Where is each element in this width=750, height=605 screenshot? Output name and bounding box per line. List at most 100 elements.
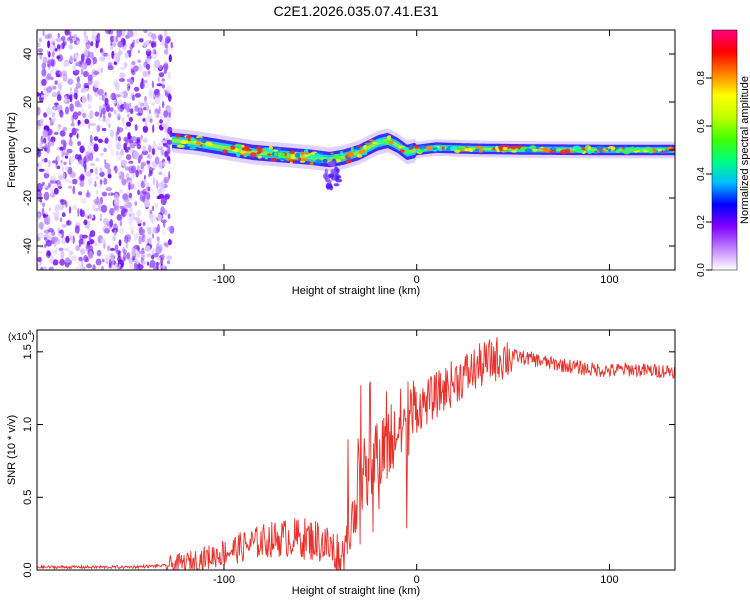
noise-dot: [139, 169, 143, 175]
noise-dot: [62, 143, 66, 151]
noise-dot: [119, 72, 126, 79]
noise-dot: [101, 118, 107, 123]
noise-dot: [145, 63, 151, 70]
noise-dot: [39, 51, 43, 60]
ridge-blob: [358, 149, 366, 154]
noise-dot: [93, 143, 99, 152]
noise-dot: [99, 56, 106, 62]
noise-dot: [83, 219, 88, 226]
noise-dot: [123, 142, 127, 151]
noise-dot: [82, 70, 89, 77]
noise-dot: [99, 213, 103, 219]
ridge-blob: [364, 142, 372, 145]
noise-dot: [76, 40, 81, 45]
noise-dot: [58, 247, 64, 251]
noise-dot: [164, 194, 170, 200]
dip-blob: [324, 168, 328, 175]
ridge-blob: [309, 161, 314, 166]
noise-dot: [142, 125, 149, 133]
noise-dot: [126, 146, 131, 151]
ridge-blob: [542, 147, 550, 153]
noise-dot: [64, 178, 69, 183]
noise-dot: [37, 232, 45, 239]
colorbar-label: Normalized spectral amplitude: [739, 76, 750, 224]
noise-dot: [100, 238, 107, 244]
noise-dot: [164, 151, 168, 158]
noise-dot: [68, 250, 72, 258]
noise-dot: [137, 264, 144, 270]
noise-dot: [143, 107, 148, 111]
noise-dot: [159, 112, 165, 119]
top-y-tick-label: 0: [22, 147, 34, 153]
bottom-y-tick-label: 1.0: [22, 417, 34, 432]
noise-dot: [123, 102, 130, 110]
noise-dot: [162, 64, 167, 69]
noise-dot: [151, 148, 156, 156]
noise-region: [37, 30, 175, 270]
noise-dot: [57, 83, 62, 90]
ridge-blob: [387, 135, 391, 140]
noise-dot: [108, 258, 112, 268]
noise-dot: [37, 143, 40, 147]
noise-dot: [118, 189, 124, 194]
noise-dot: [40, 118, 44, 127]
noise-dot: [49, 43, 55, 53]
noise-dot: [67, 185, 73, 189]
noise-dot: [76, 221, 81, 226]
ridge-blob: [549, 147, 557, 151]
noise-dot: [146, 114, 153, 122]
noise-dot: [51, 92, 58, 98]
noise-dot: [111, 258, 115, 268]
ridge-blob: [510, 145, 517, 150]
noise-dot: [154, 88, 161, 98]
noise-dot: [162, 229, 166, 235]
noise-dot: [42, 115, 45, 123]
noise-dot: [121, 30, 126, 37]
spectral-ridge: [171, 128, 675, 191]
ridge-blob: [300, 151, 304, 156]
noise-dot: [59, 146, 64, 151]
noise-dot: [70, 122, 75, 127]
ridge-blob: [585, 145, 589, 150]
noise-dot: [37, 263, 40, 269]
ridge-blob: [511, 150, 517, 153]
ridge-blob: [315, 159, 323, 165]
noise-dot: [51, 65, 55, 74]
noise-dot: [48, 182, 51, 188]
ridge-blob: [463, 147, 471, 152]
noise-dot: [99, 167, 103, 174]
noise-dot: [122, 38, 126, 45]
ridge-blob: [299, 160, 306, 163]
noise-dot: [146, 160, 151, 164]
noise-dot: [143, 179, 146, 186]
noise-dot: [113, 99, 117, 104]
noise-dot: [54, 102, 59, 106]
noise-dot: [43, 191, 50, 201]
ridge-blob: [565, 148, 571, 154]
noise-dot: [60, 250, 65, 260]
ridge-blob: [333, 156, 341, 160]
noise-dot: [114, 109, 117, 115]
noise-dot: [81, 62, 85, 72]
noise-dot: [167, 71, 171, 80]
ridge-blob: [234, 143, 242, 147]
noise-dot: [37, 147, 40, 156]
noise-dot: [51, 119, 55, 124]
noise-dot: [57, 227, 60, 233]
noise-dot: [87, 74, 93, 81]
noise-dot: [158, 161, 163, 170]
ridge-blob: [389, 140, 394, 145]
noise-dot: [123, 136, 129, 142]
noise-dot: [167, 213, 171, 220]
noise-dot: [149, 166, 153, 175]
noise-dot: [148, 87, 153, 94]
noise-dot: [77, 111, 82, 116]
noise-dot: [44, 168, 50, 174]
noise-dot: [70, 250, 74, 255]
noise-dot: [41, 158, 46, 163]
ridge-blob: [240, 151, 247, 154]
noise-dot: [47, 59, 54, 67]
top-x-tick-label: -100: [213, 274, 235, 286]
bottom-y-tick-label: 0.5: [22, 490, 34, 505]
noise-dot: [147, 187, 151, 192]
